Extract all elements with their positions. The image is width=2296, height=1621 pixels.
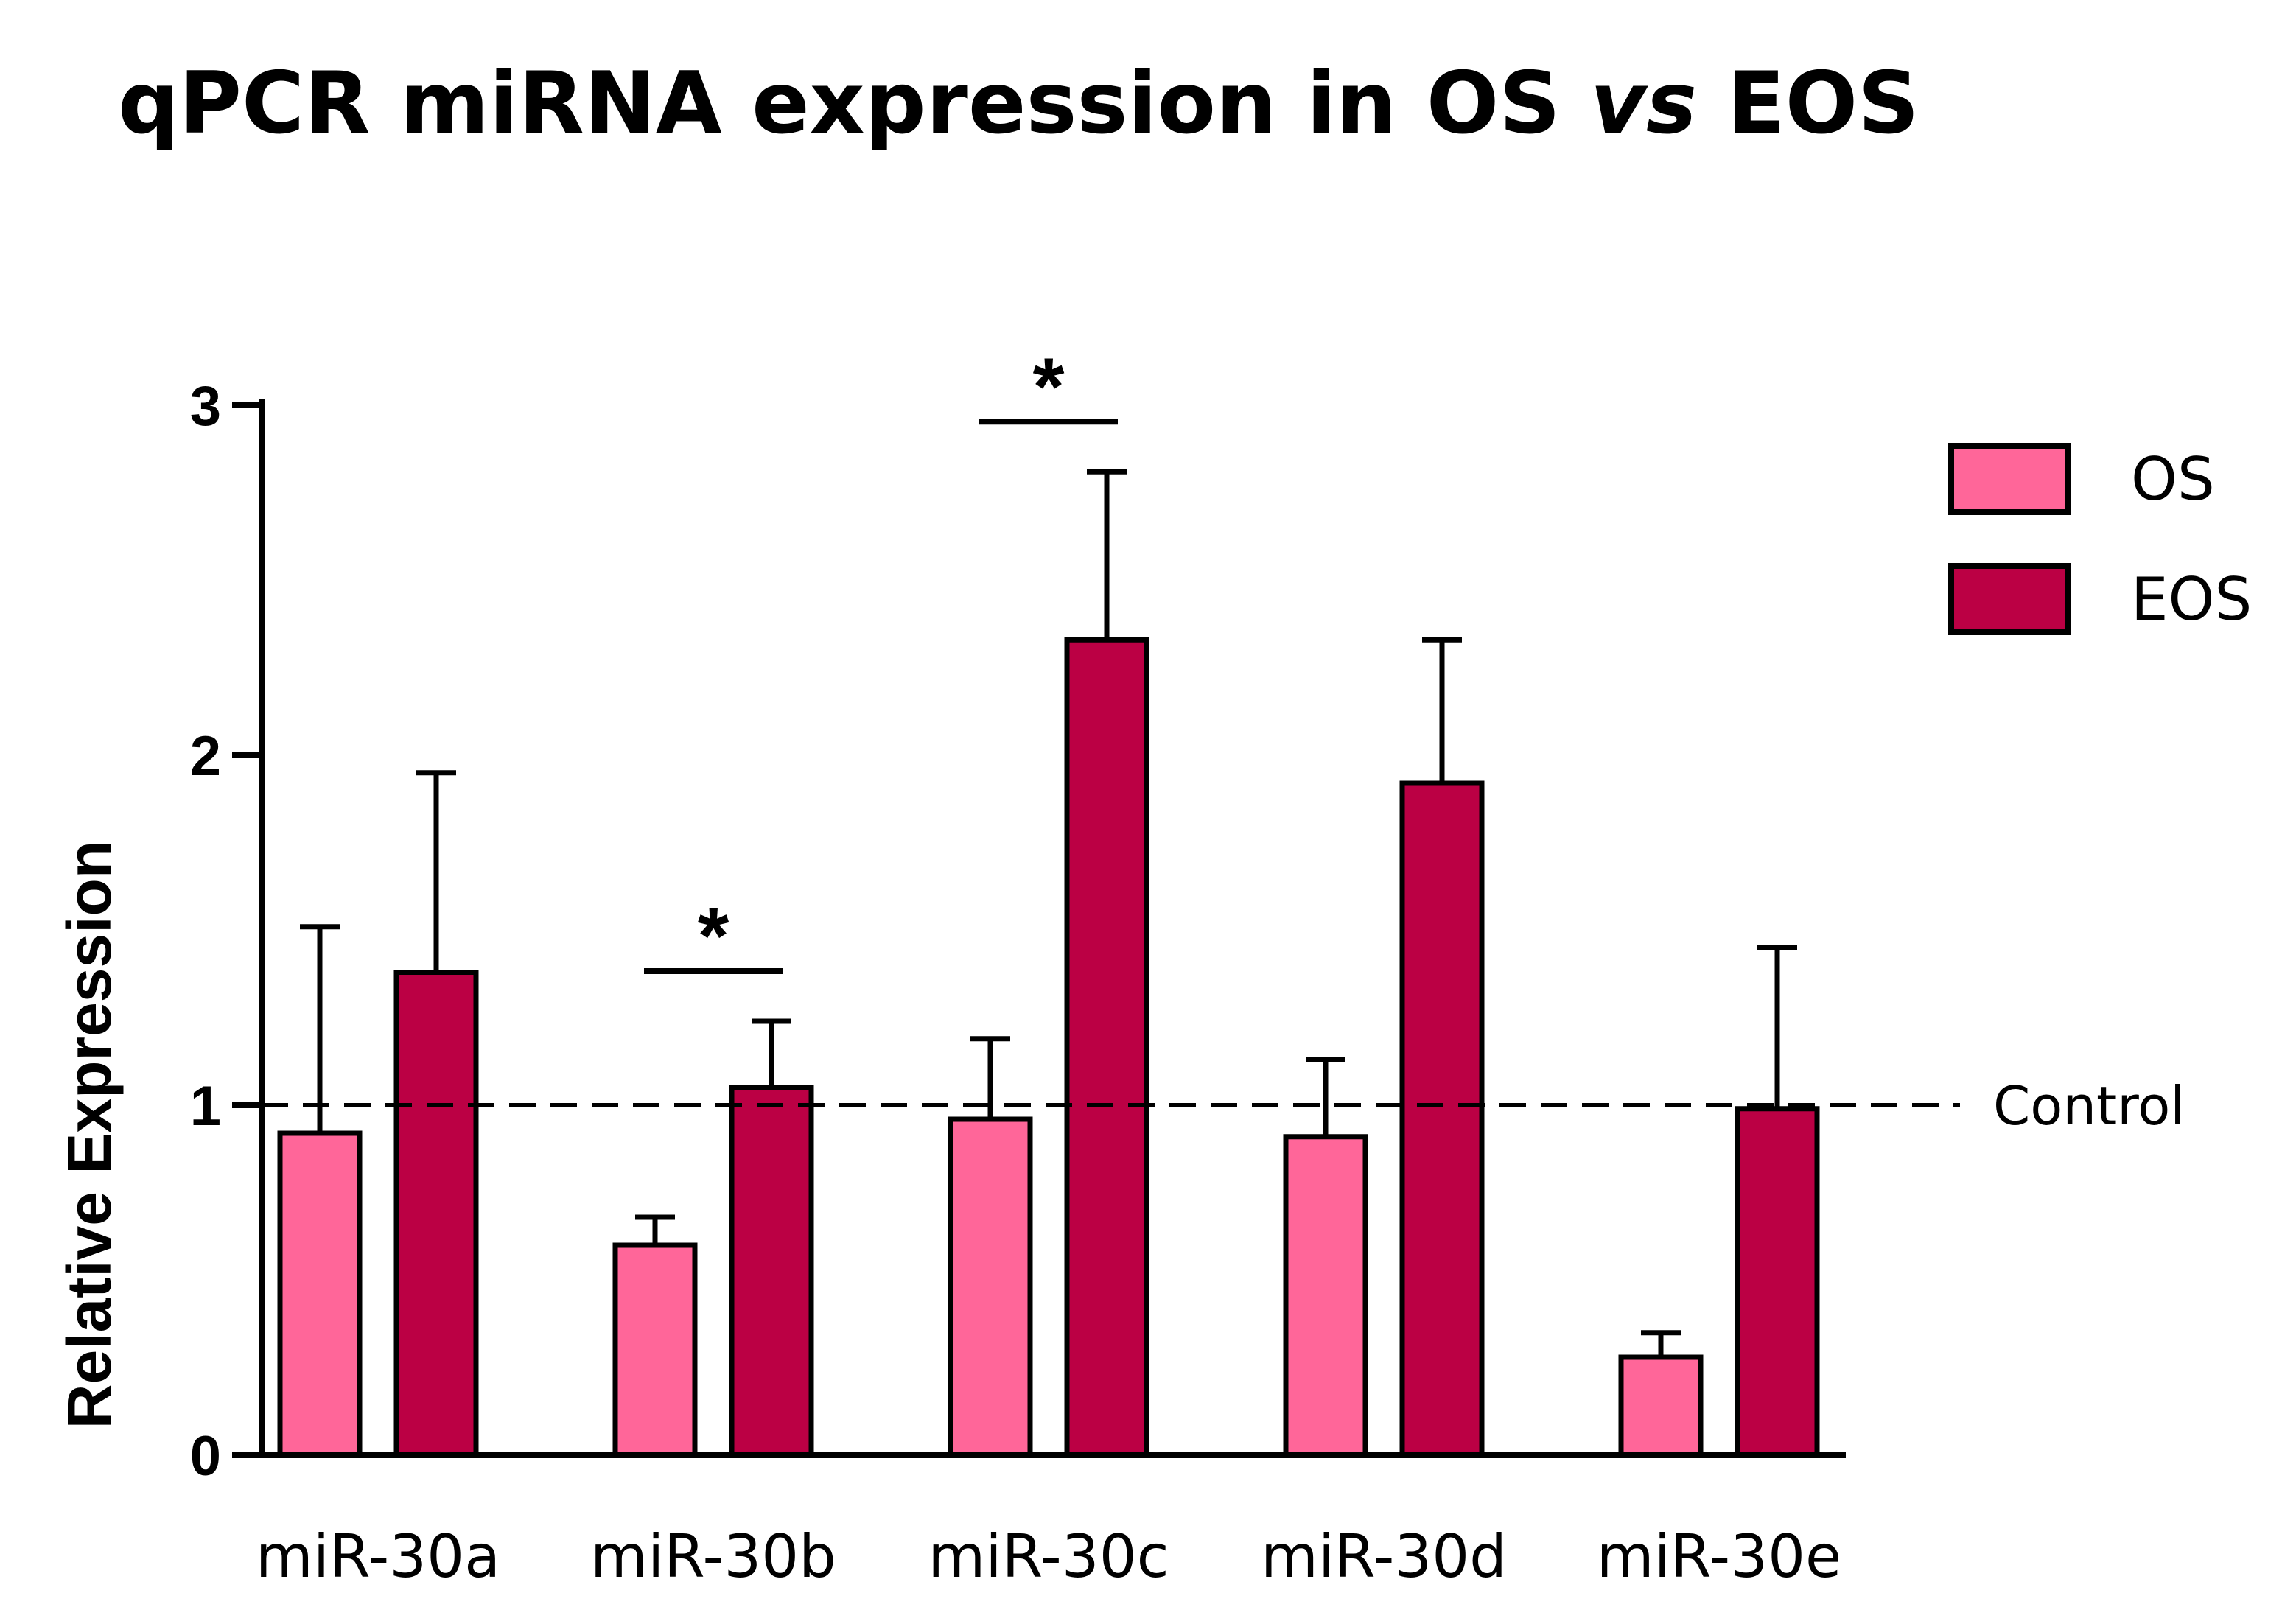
x-tick-label-miR-30c: miR-30c (928, 1522, 1169, 1591)
plot-area: 0 1 2 3 miR-30a miR-30b miR-30c miR-30d miR-30e C… (190, 341, 2253, 1591)
x-tick-label-miR-30e: miR-30e (1597, 1522, 1841, 1591)
significance-star-miR-30c: * (1033, 341, 1065, 432)
bar-EOS-miR-30c (1064, 637, 1149, 1458)
y-tick-label-2: 2 (190, 725, 221, 788)
bar-group-miR-30b (612, 1018, 814, 1458)
bar-OS-miR-30b (612, 1242, 698, 1458)
legend-label-OS: OS (2131, 445, 2215, 514)
x-tick-label-miR-30b: miR-30b (590, 1522, 836, 1591)
y-tick-label-0: 0 (190, 1425, 221, 1488)
y-tick-label-1: 1 (190, 1075, 221, 1138)
bar-group-miR-30c (948, 469, 1149, 1458)
chart-title-main: qPCR miRNA expression in OS (118, 54, 1590, 153)
bar-EOS-miR-30e (1735, 1106, 1820, 1458)
y-tick-label-3: 3 (190, 375, 221, 438)
bar-OS-miR-30e (1618, 1354, 1704, 1458)
y-axis-label: Relative Expression (55, 841, 124, 1429)
bar-EOS-miR-30b (729, 1085, 814, 1458)
x-tick-label-miR-30a: miR-30a (256, 1522, 500, 1591)
bar-group-miR-30a (277, 770, 479, 1458)
significance-star-miR-30b: * (698, 891, 729, 981)
chart-title: qPCR miRNA expression in OS vs EOS (118, 54, 1919, 153)
chart-title-end: EOS (1697, 54, 1919, 153)
bar-EOS-miR-30d (1399, 780, 1485, 1458)
bar-EOS-miR-30a (393, 970, 479, 1458)
x-tick-label-miR-30d: miR-30d (1261, 1522, 1507, 1591)
control-label: Control (1993, 1075, 2185, 1137)
bar-group-miR-30e (1618, 945, 1820, 1458)
bar-group-miR-30d (1283, 637, 1485, 1458)
legend-label-EOS: EOS (2131, 565, 2252, 634)
legend-swatch-OS (1948, 443, 2071, 515)
chart-title-vs: vs (1590, 54, 1697, 153)
legend-swatch-EOS (1948, 563, 2071, 635)
bar-OS-miR-30c (948, 1116, 1033, 1458)
legend: OS EOS (1948, 443, 2252, 635)
bar-OS-miR-30a (277, 1130, 363, 1458)
bar-OS-miR-30d (1283, 1134, 1368, 1458)
